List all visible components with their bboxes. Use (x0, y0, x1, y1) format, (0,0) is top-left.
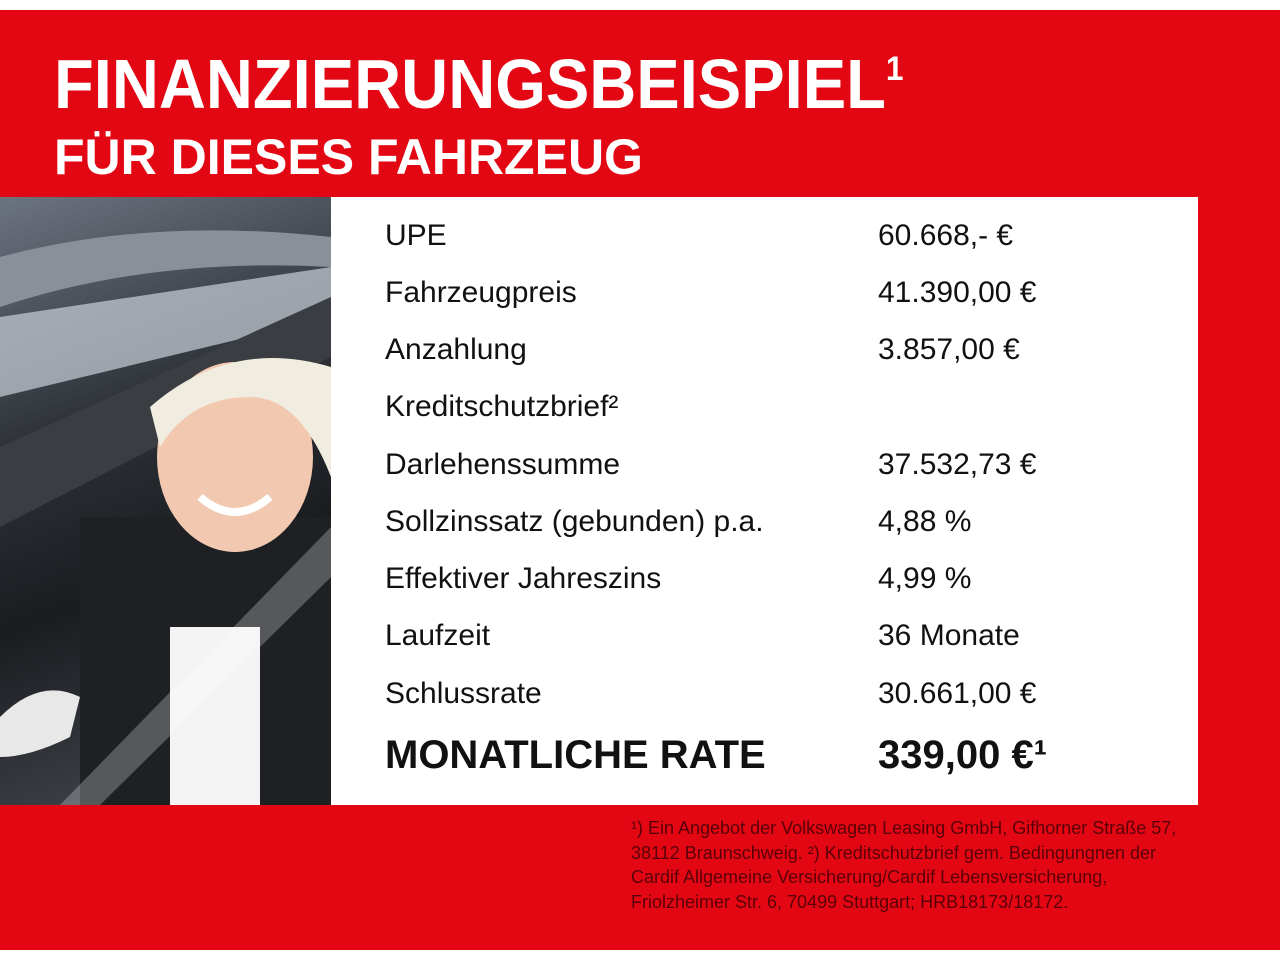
row-label: Kreditschutzbrief² (385, 390, 619, 423)
woman-in-car-photo (0, 197, 331, 805)
footnote: ¹) Ein Angebot der Volkswagen Leasing Gm… (631, 818, 1177, 912)
table-row: Sollzinssatz (gebunden) p.a. 4,88 % (385, 505, 1185, 545)
page-subtitle: FÜR DIESES FAHRZEUG (54, 129, 643, 185)
row-value: 37.532,73 € (878, 448, 1037, 481)
table-row: UPE 60.668,- € (385, 219, 1185, 259)
row-label: Fahrzeugpreis (385, 276, 577, 309)
table-row: Schlussrate 30.661,00 € (385, 677, 1185, 717)
total-value: 339,00 €¹ (878, 733, 1048, 777)
table-row: Anzahlung 3.857,00 € (385, 333, 1185, 373)
table-row: Fahrzeugpreis 41.390,00 € (385, 276, 1185, 316)
row-label: Sollzinssatz (gebunden) p.a. (385, 505, 764, 538)
row-label: Anzahlung (385, 333, 527, 366)
title-footnote-mark: 1 (885, 50, 904, 88)
row-value: 4,88 % (878, 505, 972, 538)
row-label: Laufzeit (385, 619, 491, 652)
row-label: Darlehenssumme (385, 448, 621, 481)
row-value: 41.390,00 € (878, 276, 1037, 309)
row-value: 60.668,- € (878, 219, 1014, 252)
row-value: 4,99 % (878, 562, 972, 595)
title-text: FINANZIERUNGSBEISPIEL (54, 45, 886, 123)
total-row: MONATLICHE RATE 339,00 €¹ (385, 733, 1185, 777)
table-row: Darlehenssumme 37.532,73 € (385, 448, 1185, 488)
row-value: 36 Monate (878, 619, 1020, 652)
row-value: 30.661,00 € (878, 677, 1037, 710)
table-row: Effektiver Jahreszins 4,99 % (385, 562, 1185, 602)
total-label: MONATLICHE RATE (385, 733, 766, 777)
row-label: UPE (385, 219, 447, 252)
row-value: 3.857,00 € (878, 333, 1020, 366)
page-title: FINANZIERUNGSBEISPIEL1 (54, 44, 904, 124)
table-row: Kreditschutzbrief² (385, 390, 1185, 430)
row-label: Effektiver Jahreszins (385, 562, 662, 595)
row-label: Schlussrate (385, 677, 542, 710)
financing-table: UPE 60.668,- € Fahrzeugpreis 41.390,00 € A… (331, 197, 1198, 805)
table-row: Laufzeit 36 Monate (385, 619, 1185, 659)
